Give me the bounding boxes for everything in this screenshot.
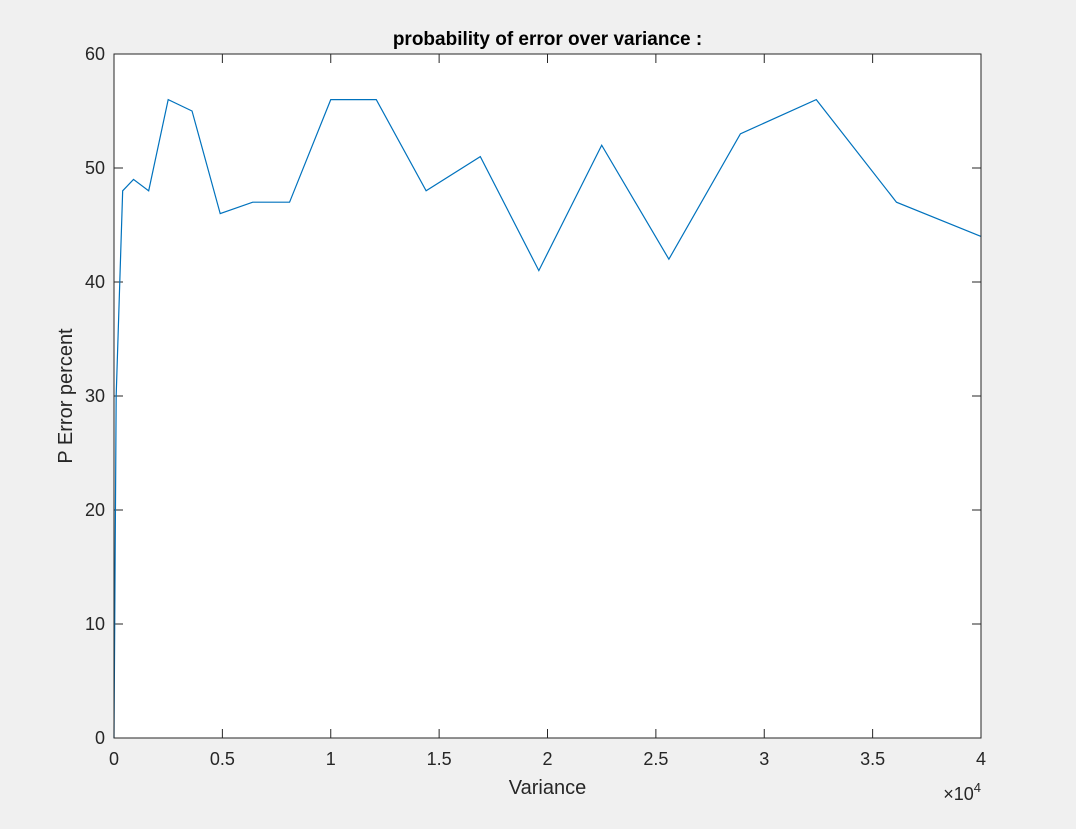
x-exponent-power: 4 — [974, 780, 981, 795]
y-tick-label: 20 — [85, 500, 105, 520]
x-tick-label: 1 — [326, 749, 336, 769]
x-axis-label: Variance — [509, 777, 586, 799]
x-tick-label: 3.5 — [860, 749, 885, 769]
x-tick-label: 4 — [976, 749, 986, 769]
x-tick-label: 0 — [109, 749, 119, 769]
y-tick-label: 10 — [85, 614, 105, 634]
x-tick-label: 2 — [542, 749, 552, 769]
y-tick-label: 40 — [85, 272, 105, 292]
x-exponent-base: ×10 — [943, 784, 974, 804]
y-axis-label: P Error percent — [55, 328, 77, 464]
x-tick-label: 2.5 — [643, 749, 668, 769]
x-tick-label: 0.5 — [210, 749, 235, 769]
y-tick-label: 60 — [85, 44, 105, 64]
chart-title: probability of error over variance : — [393, 29, 702, 50]
y-tick-label: 30 — [85, 386, 105, 406]
x-tick-label: 3 — [759, 749, 769, 769]
y-tick-label: 50 — [85, 158, 105, 178]
plot-area — [114, 54, 981, 738]
x-tick-label: 1.5 — [427, 749, 452, 769]
y-tick-label: 0 — [95, 728, 105, 748]
x-axis-exponent: ×104 — [943, 780, 981, 804]
